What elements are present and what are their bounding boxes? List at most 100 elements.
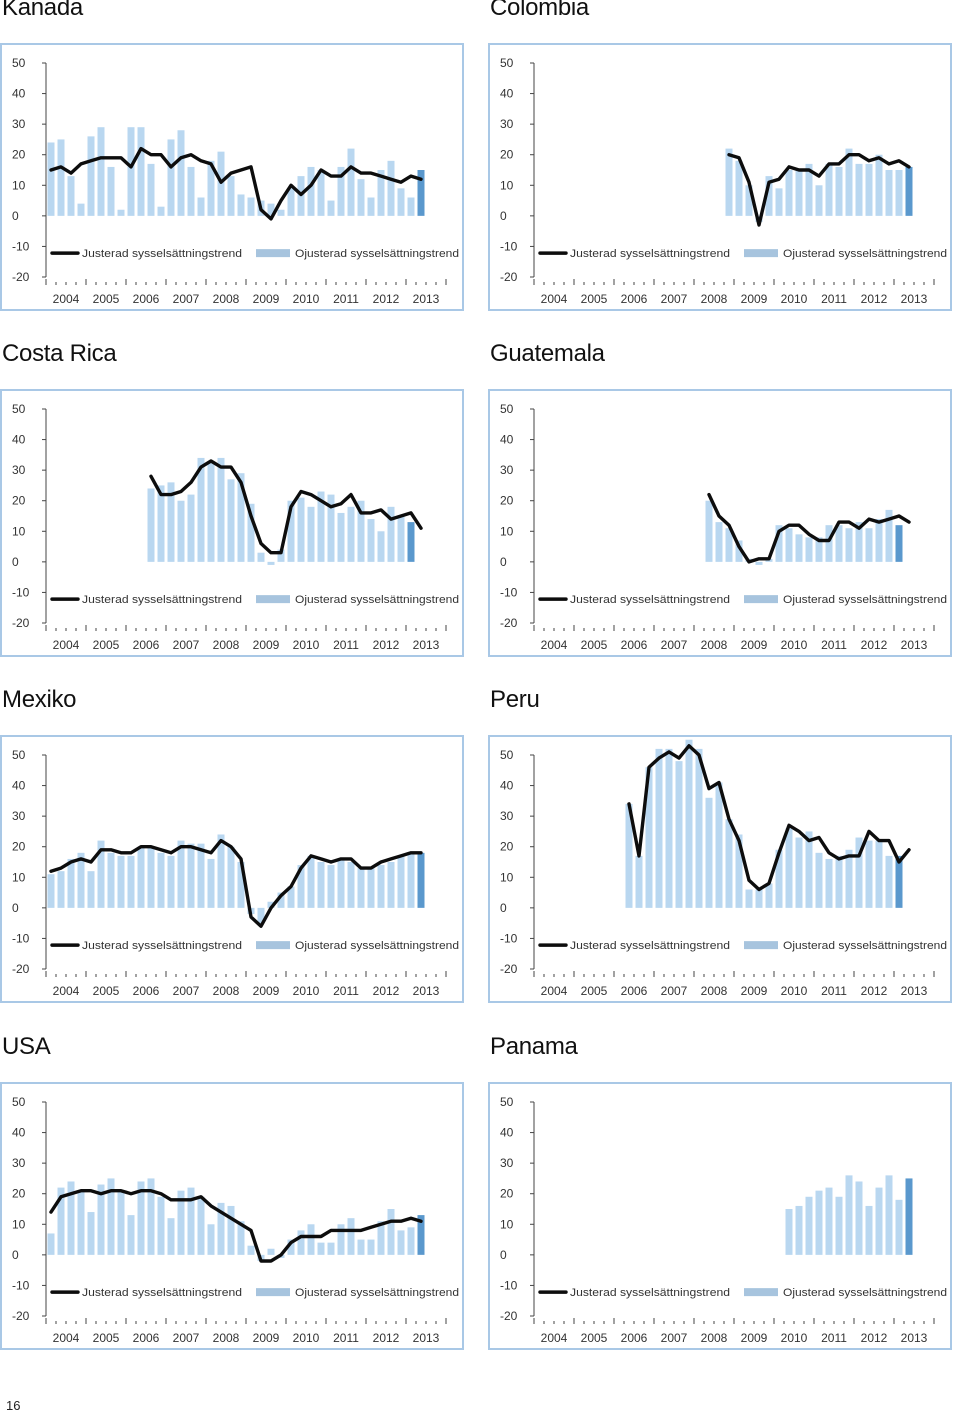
y-tick-label: 40 bbox=[12, 779, 26, 793]
bar-latest bbox=[407, 522, 415, 562]
bar bbox=[815, 537, 823, 562]
x-tick-label: 2006 bbox=[133, 1331, 160, 1345]
bar bbox=[377, 170, 385, 216]
bar bbox=[147, 488, 155, 562]
chart-title: Costa Rica bbox=[2, 340, 117, 367]
y-tick-label: 40 bbox=[500, 87, 514, 101]
bar bbox=[845, 148, 853, 216]
bar bbox=[177, 130, 185, 216]
x-tick-label: 2005 bbox=[93, 1331, 120, 1345]
bar bbox=[397, 188, 405, 216]
bar bbox=[407, 852, 415, 908]
chart-frame: 50 40 30 20 10 0 -10 -20 Justerad sysselsättning… bbox=[0, 1082, 464, 1350]
bar bbox=[865, 163, 873, 216]
x-tick-label: 2004 bbox=[541, 292, 568, 306]
y-tick-label: 0 bbox=[500, 1248, 507, 1262]
bar bbox=[337, 512, 345, 562]
bar bbox=[207, 460, 215, 562]
bar bbox=[377, 865, 385, 908]
bar bbox=[745, 889, 753, 908]
x-tick-label: 2010 bbox=[293, 638, 320, 652]
bar bbox=[197, 197, 205, 216]
x-tick-label: 2006 bbox=[133, 984, 160, 998]
y-tick-label: 0 bbox=[500, 209, 507, 223]
bar bbox=[57, 139, 65, 216]
x-tick-label: 2006 bbox=[133, 638, 160, 652]
x-tick-label: 2009 bbox=[253, 984, 280, 998]
bar bbox=[177, 500, 185, 562]
bar bbox=[307, 855, 315, 908]
x-tick-label: 2008 bbox=[701, 984, 728, 998]
x-tick-label: 2006 bbox=[133, 292, 160, 306]
bar bbox=[207, 1224, 215, 1255]
legend-bar-label: Ojusterad sysselsättningstrend bbox=[295, 594, 459, 606]
trend-line bbox=[627, 744, 911, 892]
y-tick-label: -20 bbox=[500, 962, 518, 976]
bar bbox=[227, 479, 235, 562]
x-tick-label: 2011 bbox=[821, 984, 847, 998]
x-tick-label: 2004 bbox=[53, 984, 80, 998]
x-tick-label: 2012 bbox=[861, 984, 888, 998]
bar bbox=[825, 525, 833, 562]
bar bbox=[705, 500, 713, 562]
y-tick-label: 30 bbox=[12, 463, 26, 477]
legend-line-label: Justerad sysselsättningstrend bbox=[570, 1287, 730, 1299]
chart-frame: 50 40 30 20 10 0 -10 -20 Justerad sysselsättning… bbox=[0, 389, 464, 657]
y-tick-label: 50 bbox=[12, 748, 26, 762]
bar bbox=[387, 862, 395, 908]
x-tick-label: 2005 bbox=[581, 292, 608, 306]
y-tick-label: 30 bbox=[12, 1156, 26, 1170]
legend-bar-label: Ojusterad sysselsättningstrend bbox=[295, 1287, 459, 1299]
bar bbox=[277, 549, 285, 562]
bar bbox=[267, 901, 275, 908]
x-tick-label: 2004 bbox=[541, 1331, 568, 1345]
bar bbox=[217, 834, 225, 908]
bar bbox=[885, 1175, 893, 1255]
x-tick-label: 2007 bbox=[173, 292, 200, 306]
bar bbox=[227, 846, 235, 908]
chart-frame: 50 40 30 20 10 0 -10 -20 Justerad sysselsättning… bbox=[488, 1082, 952, 1350]
legend-bar-label: Ojusterad sysselsättningstrend bbox=[295, 940, 459, 952]
x-tick-label: 2007 bbox=[173, 1331, 200, 1345]
bar bbox=[805, 831, 813, 908]
bar bbox=[327, 865, 335, 908]
legend-line-label: Justerad sysselsättningstrend bbox=[570, 248, 730, 260]
y-tick-label: 20 bbox=[500, 494, 514, 508]
bar bbox=[97, 127, 105, 216]
x-tick-label: 2008 bbox=[213, 984, 240, 998]
bar bbox=[317, 862, 325, 908]
y-tick-label: 20 bbox=[12, 840, 26, 854]
bar bbox=[117, 209, 125, 216]
bar bbox=[735, 540, 743, 562]
bar bbox=[377, 531, 385, 562]
x-tick-label: 2011 bbox=[333, 292, 359, 306]
bar bbox=[407, 197, 415, 216]
bar bbox=[785, 1209, 793, 1255]
chart-title: Mexiko bbox=[2, 686, 77, 713]
bar bbox=[187, 494, 195, 562]
x-tick-label: 2009 bbox=[741, 984, 768, 998]
bar bbox=[47, 142, 55, 216]
bar bbox=[177, 840, 185, 908]
bar bbox=[187, 1187, 195, 1255]
x-tick-label: 2012 bbox=[373, 984, 400, 998]
y-tick-label: 30 bbox=[12, 809, 26, 823]
y-tick-label: 30 bbox=[500, 809, 514, 823]
bar bbox=[127, 127, 135, 216]
bar bbox=[875, 1187, 883, 1255]
legend-bar-swatch bbox=[744, 595, 778, 604]
x-tick-label: 2006 bbox=[621, 984, 648, 998]
bar bbox=[127, 855, 135, 908]
bar bbox=[67, 858, 75, 908]
x-tick-label: 2007 bbox=[661, 292, 688, 306]
bar bbox=[835, 1196, 843, 1255]
bar-latest bbox=[417, 1215, 425, 1255]
y-tick-label: -10 bbox=[12, 239, 30, 253]
bar bbox=[347, 862, 355, 908]
trend-line bbox=[49, 146, 423, 221]
y-tick-label: 30 bbox=[500, 117, 514, 131]
x-tick-label: 2012 bbox=[373, 292, 400, 306]
legend-bar-swatch bbox=[744, 249, 778, 258]
